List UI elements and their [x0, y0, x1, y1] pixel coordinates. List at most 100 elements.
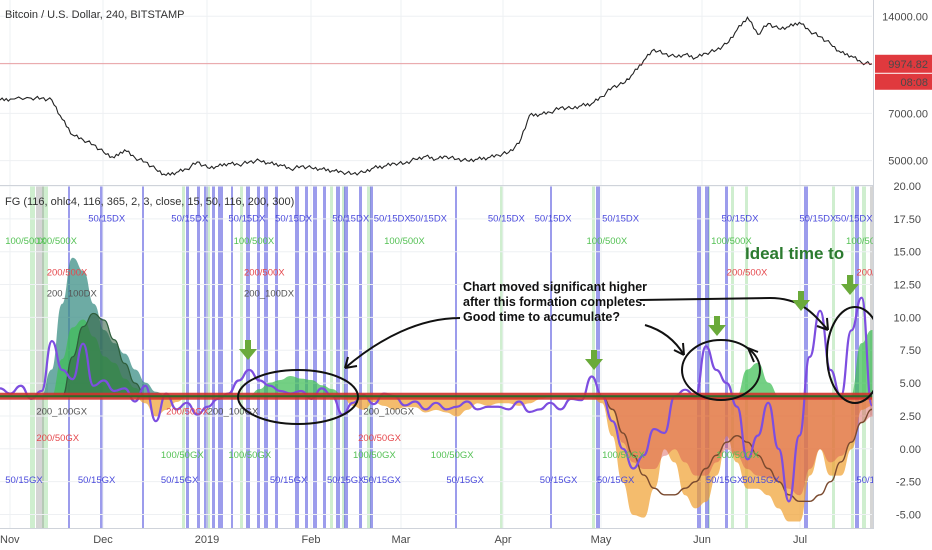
signal-stripe-blue	[246, 186, 250, 550]
x-tick-label: Apr	[494, 534, 511, 546]
y-axis-background	[874, 0, 932, 550]
grid-lines	[0, 0, 932, 528]
signal-label-blue: 50/15DX	[410, 213, 448, 224]
signal-stripe-blue	[231, 186, 233, 550]
green-down-arrow	[239, 340, 257, 360]
osc-tick-label: 2.50	[900, 411, 921, 423]
osc-tick-label: 17.50	[893, 214, 921, 226]
signal-label-blue: 50/15DX	[171, 213, 209, 224]
signal-label-green: 100/50GX	[353, 450, 396, 461]
signal-label-red: 200/50GX	[36, 433, 79, 444]
formation-ellipse-1	[237, 369, 359, 425]
osc-tick-label: -2.50	[896, 477, 921, 489]
formation-ellipse-2	[681, 339, 761, 401]
arrow-shaft	[798, 291, 804, 302]
signal-stripe-blue	[370, 186, 373, 550]
x-axis-background	[0, 528, 932, 550]
signal-label-gray: 200_100DX	[47, 288, 98, 299]
arrow-to-formation-2	[644, 324, 685, 356]
signal-stripe-blue	[550, 186, 552, 550]
signal-label-blue: 50/15GX	[270, 475, 308, 486]
signal-stripe-blue	[264, 186, 268, 550]
signal-label-blue: 50/15DX	[602, 213, 640, 224]
signal-stripe-green	[731, 186, 734, 550]
osc-tick-label: 20.00	[893, 181, 921, 193]
price-tick-label: 7000.00	[888, 108, 928, 120]
arrow-head	[708, 325, 726, 336]
signal-stripe-blue	[275, 186, 278, 550]
oscillator-lines	[0, 296, 874, 503]
countdown-value: 08:08	[900, 77, 928, 89]
signal-label-red: 200/500X	[244, 267, 285, 278]
arrow-head	[239, 349, 257, 360]
x-tick-label: Jul	[793, 534, 807, 546]
signal-label-red: 200/500X	[47, 267, 88, 278]
osc-tick-label: 10.00	[893, 312, 921, 324]
signal-label-blue: 50/15DX	[721, 213, 759, 224]
signal-label-green: 100/500X	[234, 236, 275, 247]
signal-label-blue: 50/15DX	[535, 213, 573, 224]
x-tick-label: Nov	[0, 534, 20, 546]
signal-stripe-green	[367, 186, 371, 550]
signal-stripe-blue	[142, 186, 144, 550]
signal-label-green: 100/500X	[384, 236, 425, 247]
signal-label-green: 100/500X	[587, 236, 628, 247]
signal-label-green: 100/50GX	[228, 450, 271, 461]
price-line	[0, 16, 873, 177]
arrow-head	[792, 300, 810, 311]
green-down-arrow	[708, 316, 726, 336]
signal-label-green: 100/500X	[711, 236, 752, 247]
x-tick-label: Mar	[392, 534, 411, 546]
arrowhead-1	[344, 356, 358, 369]
signal-label-blue: 50/15DX	[374, 213, 412, 224]
signal-label-green: 100/50GX	[161, 450, 204, 461]
signal-stripe-blue	[323, 186, 326, 550]
signal-stripe-green	[182, 186, 185, 550]
signal-stripe-blue	[305, 186, 308, 550]
signal-label-blue: 50/15DX	[799, 213, 837, 224]
green-down-arrow	[585, 350, 603, 370]
signal-stripe-blue	[186, 186, 189, 550]
signal-label-green: 100/50GX	[431, 450, 474, 461]
arrowhead-4	[747, 347, 759, 363]
signal-label-blue: 50/15DX	[836, 213, 874, 224]
signal-stripe-blue	[295, 186, 299, 550]
last-price-badge	[875, 54, 932, 73]
signal-stripe-gray	[36, 186, 44, 550]
series-line-brown	[0, 395, 873, 503]
signal-stripe-blue	[705, 186, 709, 550]
osc-tick-label: -5.00	[896, 509, 921, 521]
signal-stripe-blue	[455, 186, 457, 550]
osc-tick-label: 5.00	[900, 378, 921, 390]
signal-label-gray: 200_100DX	[244, 288, 295, 299]
annotations	[237, 275, 884, 425]
signal-stripe-blue	[218, 186, 223, 550]
signal-stripe-green	[851, 186, 854, 550]
arrow-head	[585, 359, 603, 370]
signal-stripe-green	[342, 186, 345, 550]
arrow-shaft	[714, 316, 720, 327]
signal-stripe-blue	[257, 186, 260, 550]
price-tick-label: 14000.00	[882, 11, 928, 23]
signal-label-blue: 50/15DX	[488, 213, 526, 224]
signal-label-gray: 200_100GX	[208, 407, 259, 418]
price-chart-title: Bitcoin / U.S. Dollar, 240, BITSTAMP	[5, 9, 185, 21]
x-tick-label: Jun	[693, 534, 711, 546]
indicator-title: FG (116, ohlc4, 116, 365, 2, 3, close, 1…	[5, 196, 294, 208]
signal-label-red: 200/50GX	[166, 407, 209, 418]
arrow-to-formation-1	[344, 317, 461, 369]
signal-stripe-blue	[204, 186, 208, 550]
signal-stripe-blue	[336, 186, 340, 550]
signal-label-gray: 200_100GX	[363, 407, 414, 418]
x-tick-label: 2019	[195, 534, 219, 546]
signal-label-blue: 50/15GX	[5, 475, 43, 486]
arrowhead-3	[816, 317, 829, 331]
signal-label-blue: 50/15GX	[706, 475, 744, 486]
x-tick-label: May	[591, 534, 612, 546]
note-line-3: Good time to accumulate?	[463, 310, 620, 324]
signal-label-blue: 50/15GX	[446, 475, 484, 486]
signal-label-green: 100/50GX	[602, 450, 645, 461]
signal-label-blue: 50/15DX	[88, 213, 126, 224]
signal-stripe-blue	[359, 186, 362, 550]
